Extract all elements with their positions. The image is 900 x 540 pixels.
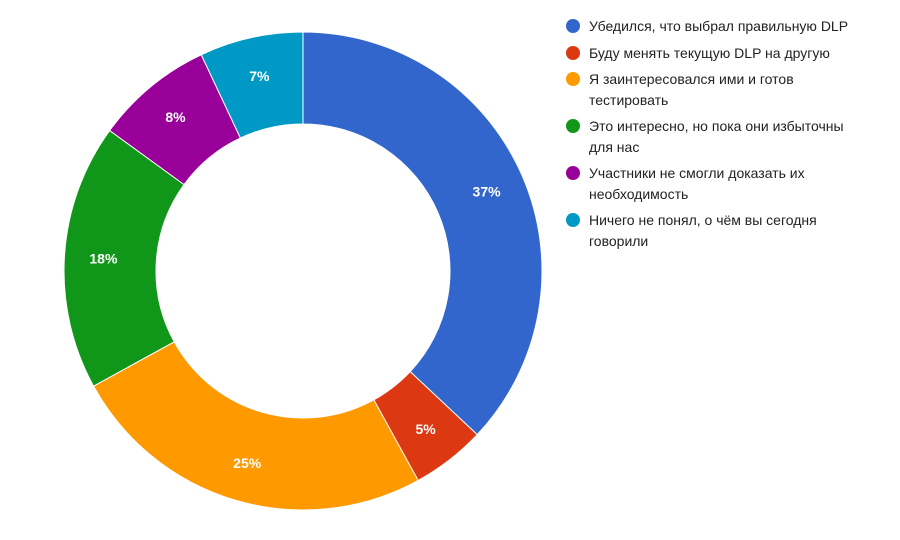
legend-swatch-3 bbox=[566, 72, 580, 86]
legend-item-6: Ничего не понял, о чём вы сегодня говори… bbox=[566, 210, 866, 251]
slice-label-2: 5% bbox=[415, 421, 436, 437]
slice-label-4: 18% bbox=[89, 250, 118, 266]
legend-label-1: Убедился, что выбрал правильную DLP bbox=[589, 18, 849, 34]
legend-item-5: Участники не смогли доказать их необходи… bbox=[566, 163, 866, 204]
legend-item-4: Это интересно, но пока они избыточны для… bbox=[566, 116, 866, 157]
donut-slice-1 bbox=[302, 31, 543, 436]
legend-swatch-6 bbox=[566, 213, 580, 227]
donut-slice-labels: 37% 5% 25% 18% 8% 7% bbox=[89, 68, 501, 471]
legend-label-2: Буду менять текущую DLP на другую bbox=[589, 44, 830, 61]
legend-swatch-4 bbox=[566, 119, 580, 133]
legend-swatch-2 bbox=[566, 45, 580, 60]
legend-label-4: Это интересно, но пока они избыточны для… bbox=[589, 118, 844, 155]
legend-label-3: Я заинтересовался ими и готов тестироват… bbox=[589, 71, 794, 108]
legend-item-2: Буду менять текущую DLP на другую bbox=[566, 43, 866, 64]
legend-item-3: Я заинтересовался ими и готов тестироват… bbox=[566, 69, 866, 110]
donut-slices bbox=[63, 31, 543, 511]
slice-label-3: 25% bbox=[233, 455, 262, 471]
donut-slice-3 bbox=[92, 341, 419, 511]
legend-label-5: Участники не смогли доказать их необходи… bbox=[589, 165, 805, 202]
slice-label-1: 37% bbox=[473, 184, 502, 200]
donut-slice-6 bbox=[200, 31, 304, 139]
chart-legend: Убедился, что выбрал правильную DLP Буду … bbox=[566, 16, 866, 257]
legend-label-6: Ничего не понял, о чём вы сегодня говори… bbox=[589, 212, 817, 249]
slice-label-6: 7% bbox=[249, 68, 270, 84]
legend-swatch-1 bbox=[566, 19, 580, 33]
legend-item-1: Убедился, что выбрал правильную DLP bbox=[566, 16, 866, 37]
slice-label-5: 8% bbox=[165, 109, 186, 125]
legend-swatch-5 bbox=[566, 166, 580, 180]
